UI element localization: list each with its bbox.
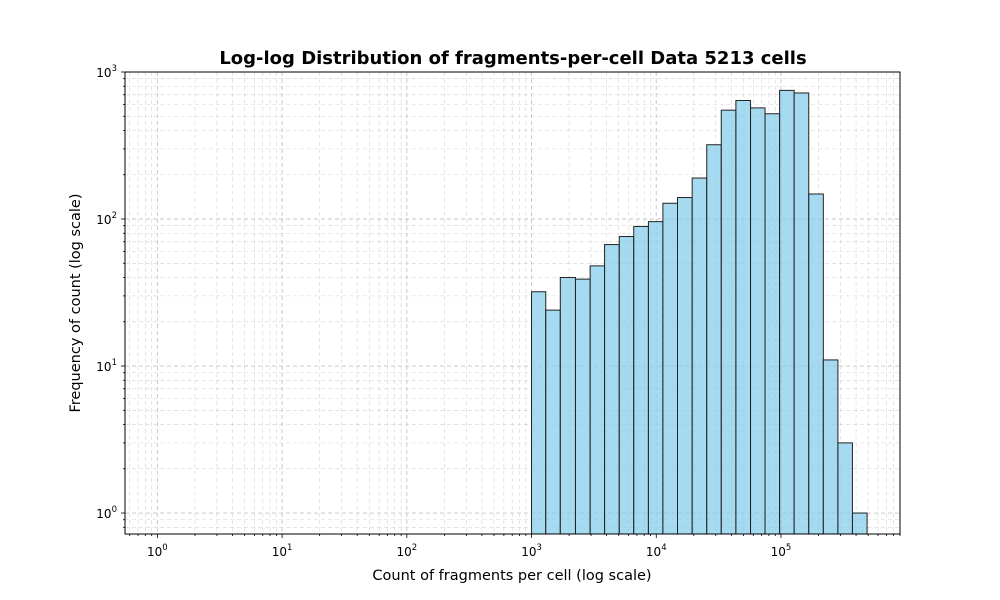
x-tick-label: 102 bbox=[396, 543, 417, 559]
histogram-bar bbox=[545, 309, 561, 535]
histogram-bar bbox=[851, 512, 868, 535]
histogram-bar bbox=[750, 107, 766, 535]
y-axis-label: Frequency of count (log scale) bbox=[68, 193, 84, 412]
histogram-bar bbox=[706, 144, 722, 535]
histogram-bar bbox=[559, 277, 576, 535]
histogram-bar bbox=[531, 291, 547, 535]
histogram-bar bbox=[647, 221, 664, 535]
y-tick-labels: 100 101 102 103 bbox=[96, 64, 117, 521]
histogram-bar bbox=[779, 89, 795, 535]
histogram-bar bbox=[662, 202, 679, 535]
y-tick-label: 100 bbox=[96, 505, 117, 521]
histogram-bar bbox=[735, 99, 752, 535]
x-tick-labels: 100 101 102 103 104 105 bbox=[147, 543, 791, 559]
histogram-bar bbox=[633, 225, 649, 535]
histogram-bar bbox=[574, 278, 591, 535]
x-tick-label: 100 bbox=[147, 543, 168, 559]
axis-ticks bbox=[121, 71, 901, 538]
histogram-bar bbox=[691, 177, 708, 535]
bars bbox=[531, 89, 868, 535]
histogram-bar bbox=[808, 193, 824, 535]
histogram-bar bbox=[604, 244, 620, 535]
chart-title: Log-log Distribution of fragments-per-ce… bbox=[219, 48, 806, 69]
histogram-bar bbox=[618, 236, 635, 535]
x-tick-label: 104 bbox=[646, 543, 667, 559]
y-tick-label: 102 bbox=[96, 211, 117, 227]
histogram-bar bbox=[677, 197, 693, 535]
histogram-bar bbox=[764, 113, 781, 535]
histogram-bar bbox=[720, 109, 737, 535]
x-tick-label: 105 bbox=[771, 543, 792, 559]
x-tick-label: 103 bbox=[521, 543, 542, 559]
histogram-bar bbox=[837, 442, 853, 535]
histogram-bar bbox=[822, 359, 839, 535]
histogram-bar bbox=[589, 265, 606, 535]
y-tick-label: 103 bbox=[96, 64, 117, 80]
x-axis-label: Count of fragments per cell (log scale) bbox=[372, 568, 651, 584]
histogram-bar bbox=[793, 92, 810, 535]
y-tick-label: 101 bbox=[96, 358, 117, 374]
x-tick-label: 101 bbox=[272, 543, 293, 559]
